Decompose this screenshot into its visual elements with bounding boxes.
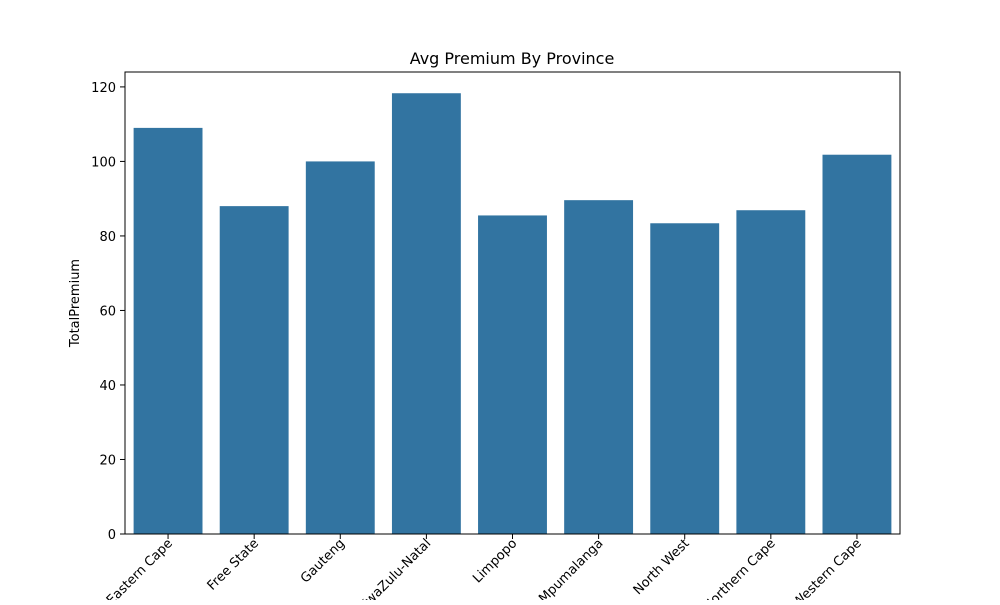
bar xyxy=(822,154,892,535)
y-tick-label: 120 xyxy=(91,81,116,96)
y-tick-label: 60 xyxy=(99,304,116,319)
bar xyxy=(219,206,289,534)
x-tick-label: North West xyxy=(631,536,693,598)
bar xyxy=(564,200,634,535)
bar xyxy=(736,210,806,534)
x-tick-label: Free State xyxy=(205,536,262,593)
bar xyxy=(650,223,720,534)
x-tick-label: Northern Cape xyxy=(701,536,779,600)
y-axis-label: TotalPremium xyxy=(68,259,83,348)
bar xyxy=(133,127,203,535)
y-tick-label: 40 xyxy=(99,379,116,394)
y-tick-label: 100 xyxy=(91,155,116,170)
x-tick-label: Western Cape xyxy=(790,536,865,600)
x-tick-label: Mpumalanga xyxy=(536,536,606,600)
x-tick-label: Gauteng xyxy=(298,536,348,586)
chart-title: Avg Premium By Province xyxy=(410,49,615,68)
bar xyxy=(305,161,375,534)
y-tick-label: 80 xyxy=(99,230,116,245)
x-tick-labels: Eastern Cape Free State Gauteng KwaZulu-Nat… xyxy=(104,536,865,600)
x-tick-label: KwaZulu-Natal xyxy=(356,536,434,600)
bar xyxy=(391,93,461,535)
x-tick-label: Limpopo xyxy=(470,536,520,586)
plot-area: 0 20 40 60 80 100 120 Eastern Cape Free State Gau… xyxy=(91,71,901,600)
y-tick-label: 0 xyxy=(108,528,116,543)
x-tick-label: Eastern Cape xyxy=(104,536,176,600)
y-tick-label: 20 xyxy=(99,453,116,468)
bar xyxy=(478,215,547,534)
